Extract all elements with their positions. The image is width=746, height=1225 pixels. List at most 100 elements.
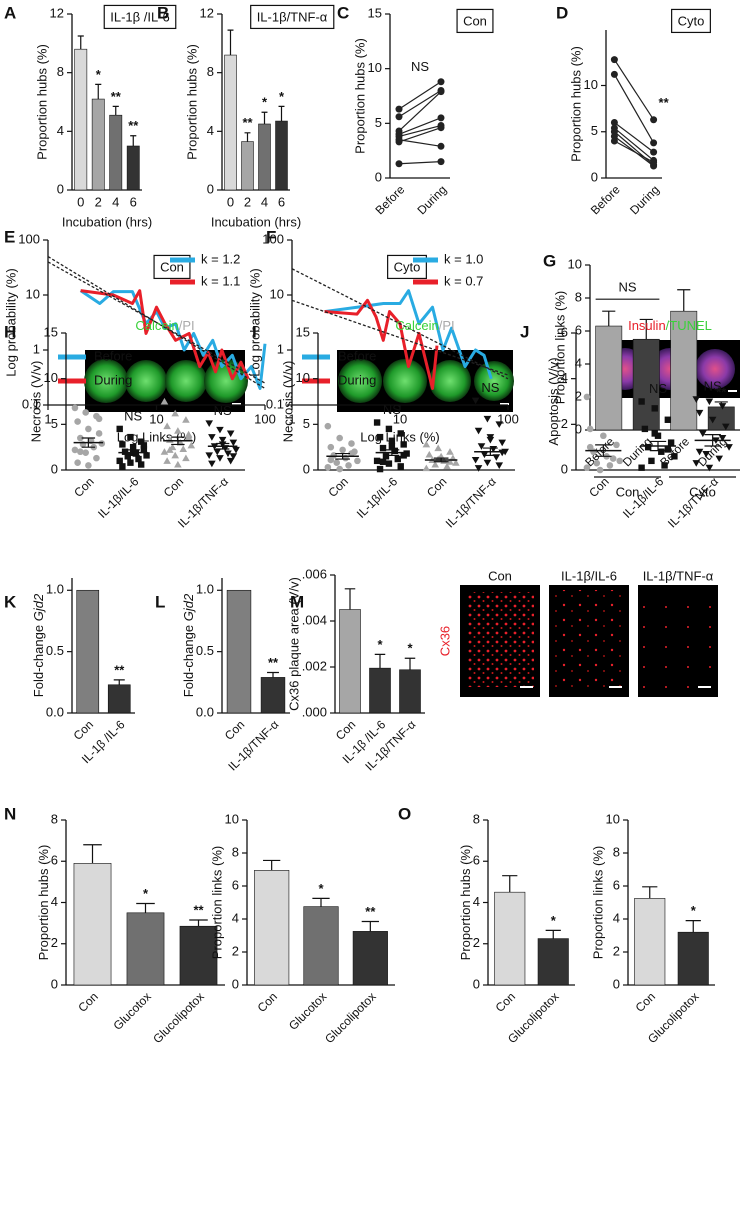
fit-line [47, 261, 266, 384]
point [163, 422, 171, 430]
error-bar [312, 897, 330, 907]
point [324, 463, 332, 471]
data-line [80, 289, 250, 381]
bar [241, 141, 254, 191]
bar [595, 325, 623, 431]
error-bar [244, 132, 251, 142]
bar [74, 48, 88, 191]
point [327, 443, 335, 451]
error-bar [404, 657, 416, 670]
point [395, 160, 403, 168]
y-axis-label-text: Fold-change [31, 625, 46, 697]
x-tick-label: 10 [393, 411, 407, 426]
x-tick-label: During [627, 182, 662, 217]
title-box [103, 4, 177, 30]
point [216, 426, 224, 434]
sem-bar [482, 447, 498, 456]
x-tick-label: 4 [112, 194, 119, 209]
x-tick-label: 4 [261, 194, 268, 209]
legend-label: During [94, 372, 132, 387]
panel-title: IL-1β/TNF-α [257, 9, 328, 24]
point [229, 439, 238, 447]
error-bar [189, 919, 208, 927]
point [654, 432, 662, 439]
point [725, 444, 733, 451]
point [437, 88, 445, 96]
point [385, 460, 393, 467]
y-axis-label-gene: Gjd2 [181, 593, 196, 621]
bar [73, 863, 112, 986]
y-tick-label: 0 [591, 169, 598, 184]
point [373, 457, 381, 465]
fit-legend-label: k = 1.0 [444, 251, 483, 266]
y-axis-label: Fold-change Gjd2 [31, 593, 46, 697]
x-tick-label: IL-1β/IL-6 [354, 474, 401, 521]
point [174, 427, 182, 434]
point [348, 440, 355, 447]
bar [537, 938, 569, 986]
point [667, 439, 675, 446]
x-tick-label: Con [633, 989, 658, 1014]
bar [494, 891, 526, 986]
point [140, 442, 148, 449]
point [339, 446, 346, 454]
significance: NS [649, 381, 667, 396]
panel: 0.1 1 10 100 Log probability (%) E Con 1 10 100 Lo… [4, 227, 276, 444]
x-tick-label: 100 [497, 411, 519, 426]
x-tick-label: Con [75, 989, 100, 1014]
point [474, 465, 483, 472]
point [82, 409, 89, 416]
point [229, 453, 238, 460]
y-axis-label: Log probability (%) [4, 268, 19, 376]
panel-letter: B [157, 3, 169, 22]
point [213, 448, 222, 456]
point [650, 139, 658, 147]
x-tick-label: Con [586, 474, 611, 499]
y-tick-label: 1.0 [46, 582, 64, 597]
point [596, 400, 604, 408]
point [208, 460, 216, 468]
x-tick-label: 100 [254, 411, 276, 426]
y-axis-label: Proportion links (%) [553, 291, 568, 404]
y-axis-label: Proportion links (%) [591, 846, 606, 959]
x-tick-label: 1 [44, 411, 51, 426]
y-tick-label: 0 [51, 461, 58, 476]
point [179, 445, 188, 452]
panel-letter: F [266, 227, 276, 246]
y-tick-label: 0 [232, 976, 239, 991]
point [483, 459, 492, 467]
y-tick-label: 4 [575, 355, 582, 370]
y-tick-label: 0.0 [196, 704, 214, 719]
image-panels-m [460, 585, 718, 697]
significance: NS [214, 403, 232, 418]
point [400, 441, 407, 448]
point [394, 455, 401, 463]
point [583, 464, 591, 472]
panel-title: Con [463, 13, 487, 28]
y-axis-label: Proportion hubs (%) [35, 44, 50, 160]
y-tick-label: 8 [613, 844, 620, 859]
point [397, 430, 404, 437]
pair-line [614, 140, 654, 163]
y-tick-label: 6 [575, 322, 582, 337]
y-tick-label: 0 [303, 461, 310, 476]
error-bar [95, 83, 102, 100]
x-axis-label: Incubation (hrs) [211, 214, 301, 229]
significance: ** [128, 118, 139, 133]
y-tick-label: 2 [575, 388, 582, 403]
pair-line [398, 127, 442, 143]
point [495, 421, 504, 428]
significance: * [262, 95, 268, 110]
point [388, 437, 396, 444]
x-tick-label: Glucotox [110, 989, 153, 1032]
point [610, 119, 618, 126]
sem-bar [384, 449, 400, 456]
point [699, 430, 707, 438]
image-title: Con [488, 568, 512, 583]
x-tick-label: Con [333, 717, 358, 742]
point [135, 455, 142, 463]
